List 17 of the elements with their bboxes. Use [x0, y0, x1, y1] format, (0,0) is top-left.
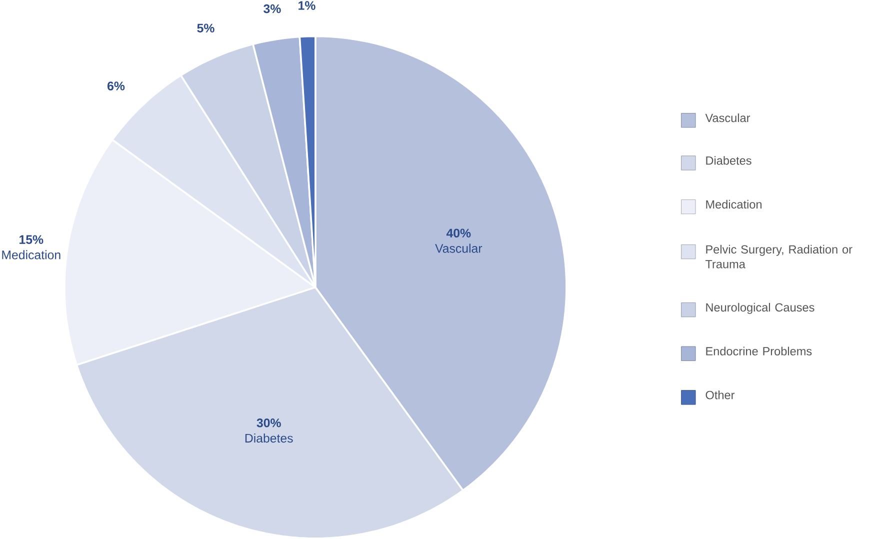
- data-label: 5%: [197, 24, 214, 32]
- legend-label: Medication: [706, 200, 762, 208]
- legend-label: Other: [706, 390, 735, 400]
- text: Diabetes: [245, 433, 293, 442]
- data-label: 1%: [298, 1, 316, 10]
- legend-label: Vascular: [705, 113, 750, 122]
- legend-label: Pelvic Surgery, Radiation or Trauma: [705, 244, 852, 268]
- data-label: 15%: [20, 235, 44, 244]
- legend-label: Neurological Causes: [706, 302, 814, 314]
- data-label: 6%: [108, 82, 125, 90]
- data-label: 3%: [264, 4, 281, 14]
- data-label: 30%: [256, 418, 281, 428]
- legend-label: Diabetes: [706, 156, 752, 165]
- legend-label: Endocrine Problems: [706, 346, 812, 356]
- text: Medication: [2, 250, 60, 260]
- text: Vascular: [435, 244, 482, 253]
- data-label: 40%: [446, 228, 471, 238]
